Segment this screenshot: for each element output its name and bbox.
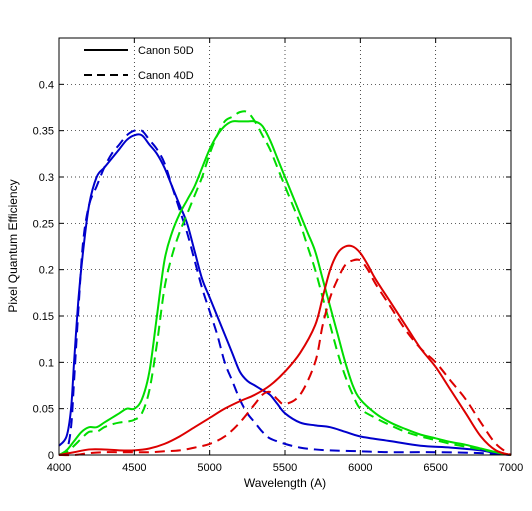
y-tick-label: 0.25	[33, 218, 54, 230]
y-tick-label: 0.15	[33, 311, 54, 323]
series-green-50d-line	[58, 120, 512, 456]
legend-label-dashed: Canon 40D	[138, 70, 194, 82]
legend-label-solid: Canon 50D	[138, 45, 194, 57]
x-tick-label: 5500	[273, 462, 297, 474]
series-red-50d-line	[58, 244, 512, 456]
series-blue-40d-line	[58, 128, 512, 456]
series-layer	[58, 110, 512, 457]
x-tick-label: 6500	[423, 462, 447, 474]
x-tick-label: 5000	[197, 462, 221, 474]
x-tick-label: 6000	[348, 462, 372, 474]
series-blue-50d-line	[58, 133, 512, 456]
x-tick-label: 4000	[47, 462, 71, 474]
x-tick-label: 4500	[122, 462, 146, 474]
y-tick-label: 0	[48, 450, 54, 462]
y-tick-label: 0.3	[39, 172, 54, 184]
y-axis-label: Pixel Quantum Efficiency	[6, 179, 20, 312]
y-tick-label: 0.35	[33, 126, 54, 138]
series-green-40d-line	[58, 110, 512, 456]
series-red-40d-line	[58, 258, 512, 457]
x-tick-label: 7000	[499, 462, 523, 474]
y-tick-label: 0.05	[33, 404, 54, 416]
y-tick-label: 0.1	[39, 357, 54, 369]
ticks: 4000 4500 5000 5500 6000 6500 7000 0 0.05 0.1 0.15…	[33, 38, 523, 474]
x-axis-label: Wavelength (A)	[244, 476, 326, 490]
y-tick-label: 0.2	[39, 265, 54, 277]
y-tick-label: 0.4	[39, 79, 54, 91]
legend: Canon 50D Canon 40D	[84, 45, 194, 82]
